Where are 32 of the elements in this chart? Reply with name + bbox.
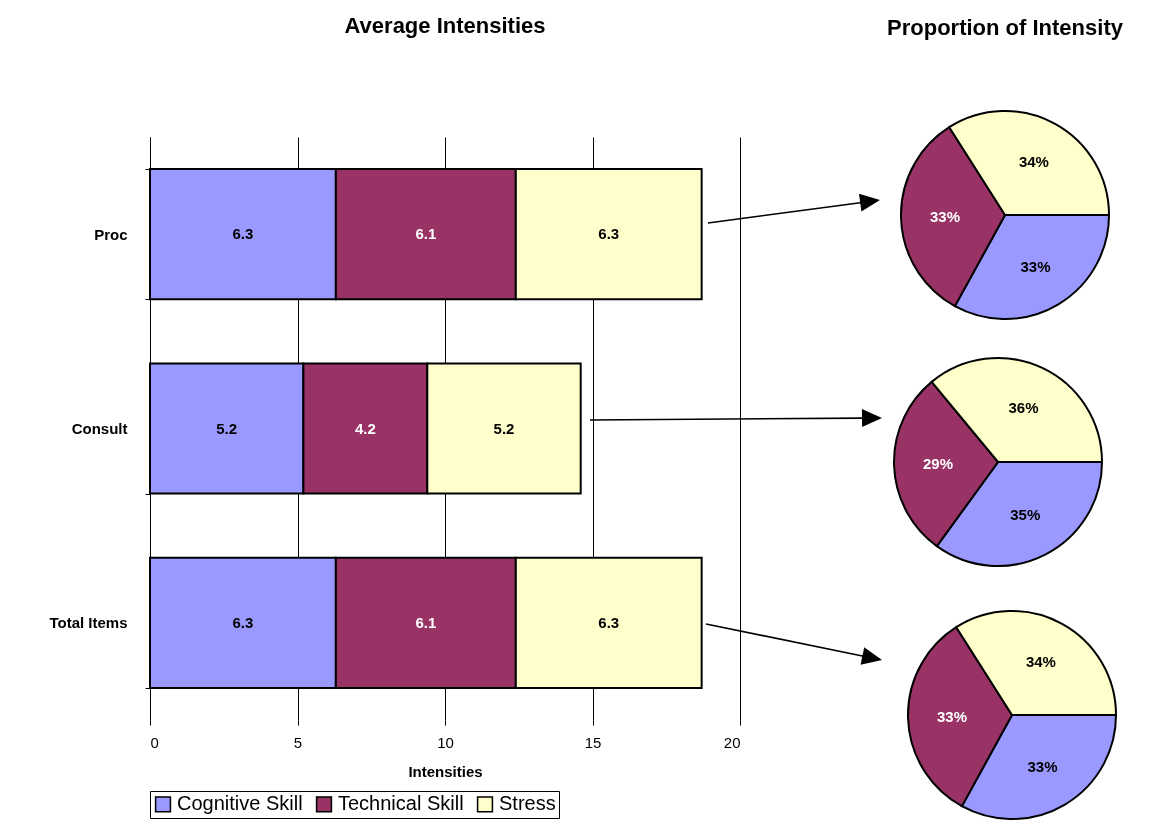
x-tick-label: 5 (293, 733, 303, 751)
data-label: 4.2 (354, 419, 376, 437)
legend-label: Stress (499, 792, 556, 815)
data-label: 6.1 (415, 225, 437, 243)
x-tick-label: 20 (723, 733, 741, 751)
legend-label: Cognitive Skill (177, 792, 303, 815)
data-label: 33% (930, 207, 961, 225)
data-label: 34% (1018, 153, 1049, 171)
x-tick-label: 15 (584, 733, 602, 751)
chart-title: Average Intensities (344, 13, 546, 38)
data-label: 5.2 (216, 419, 238, 437)
y-tick-label: Total Items (49, 614, 128, 632)
y-tick-label: Proc (94, 225, 128, 243)
data-label: 6.3 (598, 613, 620, 631)
x-tick-label: 10 (437, 733, 454, 751)
data-label: 34% (1025, 653, 1056, 671)
data-label: 35% (1010, 506, 1041, 524)
data-label: 33% (1020, 257, 1051, 275)
x-tick-label: 0 (150, 733, 159, 751)
data-label: 33% (937, 707, 968, 725)
legend-label: Technical Skill (338, 792, 464, 815)
y-tick-label: Consult (71, 420, 128, 437)
data-label: 6.3 (232, 613, 254, 631)
data-label: 36% (1008, 398, 1039, 416)
chart-title: Proportion of Intensity (887, 15, 1124, 40)
data-label: 29% (923, 454, 954, 472)
data-label: 6.1 (415, 613, 437, 631)
data-label: 33% (1027, 757, 1058, 775)
data-label: 6.3 (598, 225, 620, 243)
data-label: 5.2 (493, 419, 515, 437)
x-axis-title: Intensities (408, 762, 483, 780)
data-label: 6.3 (232, 225, 254, 243)
